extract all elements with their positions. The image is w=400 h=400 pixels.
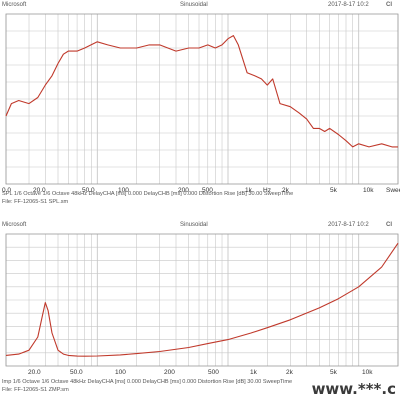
chart2-date-label: 2017-8-17 10:2 — [328, 222, 369, 228]
x-tick-label: 1k — [250, 369, 258, 376]
x-tick-label: 500 — [202, 187, 213, 194]
chart2-svg: 20.0 50.0 100 200 500 1k 2k 5k 10k — [5, 233, 399, 376]
x-tick-label: 0.0 — [2, 187, 11, 194]
x-tick-label: 20.0 — [28, 369, 41, 376]
x-tick-label: 20.0 — [33, 187, 46, 194]
chart1-footer: SPL 1/6 Octave 1/6 Octave 48kHz DelayCHA… — [2, 190, 293, 206]
series-line-1 — [5, 242, 399, 357]
chart1-badge: CI — [386, 2, 392, 8]
x-tick-label: 10k — [362, 369, 373, 376]
chart1-footer-line2: File: FF-12065-S1 SPL.sm — [2, 199, 69, 205]
x-tick-label: 2k — [286, 369, 294, 376]
x-tick-label: 2k — [282, 187, 290, 194]
chart2-header: Microsoft Sinusoidal 2017-8-17 10:2 CI — [0, 220, 400, 232]
chart1-footer-line1: SPL 1/6 Octave 1/6 Octave 48kHz DelayCHA… — [2, 191, 294, 197]
plot-frame — [5, 233, 399, 367]
x-tick-label: 1k — [245, 187, 253, 194]
chart2-mode-label: Sinusoidal — [180, 222, 208, 228]
chart2-footer: Imp 1/6 Octave 1/6 Octave 48kHz DelayCHA… — [2, 378, 292, 394]
x-tick-label: 5k — [330, 187, 338, 194]
x-tick-label: 100 — [118, 187, 129, 194]
watermark: www.***.c — [311, 380, 396, 398]
x-tick-label: 200 — [164, 369, 175, 376]
chart2-badge: CI — [386, 222, 392, 228]
chart2-app-label: Microsoft — [2, 222, 27, 228]
x-tick-label: 5k — [330, 369, 338, 376]
x-tick-label: 100 — [115, 369, 126, 376]
chart1-mode-label: Sinusoidal — [180, 2, 208, 8]
chart2-footer-line2: File: FF-12065-S1 ZMP.sm — [2, 387, 69, 393]
chart1-app-label: Microsoft — [2, 2, 27, 8]
x-tick-label: SweepTime — [386, 187, 400, 194]
x-tick-label: 50.0 — [82, 187, 95, 194]
x-tick-label: Hz — [263, 187, 271, 194]
x-tick-label: 200 — [178, 187, 189, 194]
plot-frame — [5, 13, 399, 185]
series-line-1 — [5, 35, 398, 148]
chart1-svg: 0.0 20.0 50.0 100 200 500 1k Hz 2k 5k 10k SweepTime — [2, 13, 400, 194]
chart1-header: Microsoft Sinusoidal 2017-8-17 10:2 CI — [0, 0, 400, 12]
x-tick-label: 10k — [363, 187, 374, 194]
x-tick-label: 500 — [208, 369, 219, 376]
x-tick-label: 50.0 — [70, 369, 83, 376]
chart1-date-label: 2017-8-17 10:2 — [328, 2, 369, 8]
chart2-footer-line1: Imp 1/6 Octave 1/6 Octave 48kHz DelayCHA… — [2, 379, 293, 385]
